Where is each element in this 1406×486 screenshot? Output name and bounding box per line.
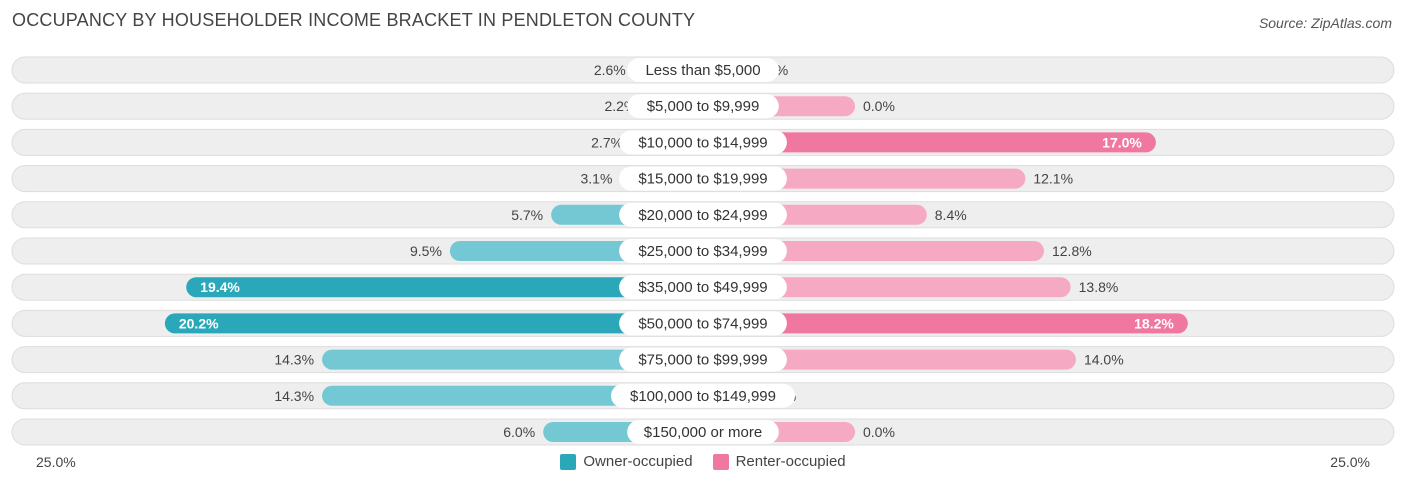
category-label: $35,000 to $49,999 bbox=[638, 279, 767, 296]
category-pill bbox=[619, 347, 787, 372]
owner-value-label: 19.4% bbox=[200, 279, 240, 295]
owner-bar bbox=[164, 313, 703, 334]
renter-bar bbox=[703, 132, 1156, 153]
legend: Owner-occupied Renter-occupied bbox=[0, 453, 1406, 470]
chart-title: OCCUPANCY BY HOUSEHOLDER INCOME BRACKET … bbox=[12, 10, 696, 30]
category-pill bbox=[611, 383, 795, 408]
axis-left-label: 25.0% bbox=[36, 454, 76, 470]
renter-bar bbox=[703, 313, 1188, 334]
category-label: $5,000 to $9,999 bbox=[647, 98, 760, 115]
category-pill bbox=[619, 166, 787, 191]
category-label: $10,000 to $14,999 bbox=[638, 134, 767, 151]
renter-bar bbox=[703, 277, 1071, 298]
category-label: $50,000 to $74,999 bbox=[638, 315, 767, 332]
renter-value-label: 18.2% bbox=[1134, 315, 1174, 331]
renter-value-label: 17.0% bbox=[1102, 134, 1142, 150]
renter-value-label: 12.1% bbox=[1033, 171, 1073, 187]
category-label: $25,000 to $34,999 bbox=[638, 243, 767, 260]
legend-renter: Renter-occupied bbox=[712, 453, 846, 470]
renter-value-label: 0.0% bbox=[863, 424, 895, 440]
owner-value-label: 2.6% bbox=[594, 62, 626, 78]
legend-owner-label: Owner-occupied bbox=[583, 453, 693, 470]
category-label: $100,000 to $149,999 bbox=[630, 388, 776, 405]
legend-renter-swatch bbox=[712, 453, 729, 470]
renter-value-label: 13.8% bbox=[1079, 279, 1119, 295]
category-pill bbox=[619, 275, 787, 300]
owner-value-label: 20.2% bbox=[179, 315, 219, 331]
renter-bar bbox=[703, 241, 1044, 261]
category-label: $15,000 to $19,999 bbox=[638, 171, 767, 188]
category-label: $150,000 or more bbox=[644, 424, 762, 441]
owner-bar bbox=[322, 349, 703, 370]
owner-value-label: 5.7% bbox=[511, 207, 543, 223]
renter-value-label: 0.0% bbox=[863, 98, 895, 114]
category-pill bbox=[627, 94, 779, 119]
source-note: Source: ZipAtlas.com bbox=[1258, 15, 1392, 31]
legend-owner: Owner-occupied bbox=[560, 453, 693, 470]
category-pill bbox=[619, 130, 787, 155]
legend-renter-label: Renter-occupied bbox=[735, 453, 846, 470]
renter-value-label: 14.0% bbox=[1084, 352, 1124, 368]
owner-value-label: 3.1% bbox=[580, 171, 612, 187]
category-pill bbox=[627, 420, 779, 444]
category-pill bbox=[619, 311, 787, 336]
owner-value-label: 14.3% bbox=[274, 352, 314, 368]
axis-right-label: 25.0% bbox=[1330, 454, 1370, 470]
category-pill bbox=[619, 202, 787, 227]
renter-bar bbox=[703, 349, 1076, 370]
owner-value-label: 9.5% bbox=[410, 243, 442, 259]
category-pill bbox=[627, 58, 779, 82]
owner-value-label: 2.7% bbox=[591, 134, 623, 150]
owner-bar bbox=[186, 277, 703, 298]
legend-owner-swatch bbox=[560, 453, 577, 470]
renter-value-label: 12.8% bbox=[1052, 243, 1092, 259]
owner-value-label: 6.0% bbox=[503, 424, 535, 440]
category-label: Less than $5,000 bbox=[645, 62, 760, 79]
owner-bar bbox=[322, 385, 703, 406]
category-label: $75,000 to $99,999 bbox=[638, 352, 767, 369]
owner-value-label: 14.3% bbox=[274, 388, 314, 404]
category-pill bbox=[619, 239, 787, 263]
category-label: $20,000 to $24,999 bbox=[638, 207, 767, 224]
renter-value-label: 8.4% bbox=[935, 207, 967, 223]
